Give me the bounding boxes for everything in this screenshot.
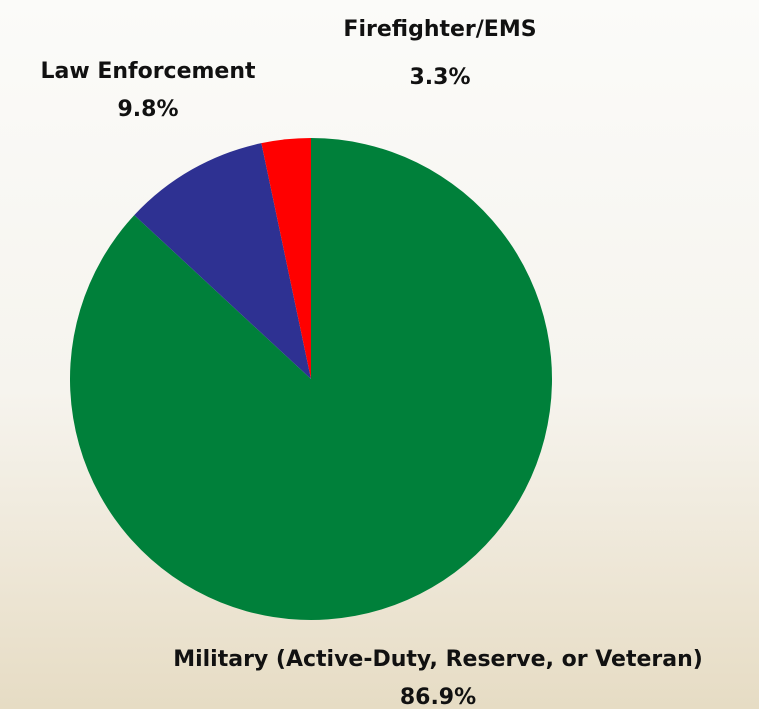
slice-value-label: 86.9% bbox=[400, 685, 476, 709]
slice-label: Law Enforcement bbox=[40, 59, 256, 84]
pie-slice bbox=[261, 138, 311, 379]
pie-slice bbox=[70, 138, 553, 621]
slice-label: Military (Active-Duty, Reserve, or Veter… bbox=[173, 647, 703, 672]
slice-value-label: 3.3% bbox=[409, 65, 470, 90]
pie-slice bbox=[134, 143, 311, 379]
slice-value-label: 9.8% bbox=[117, 97, 178, 122]
slice-label: Firefighter/EMS bbox=[343, 17, 536, 42]
